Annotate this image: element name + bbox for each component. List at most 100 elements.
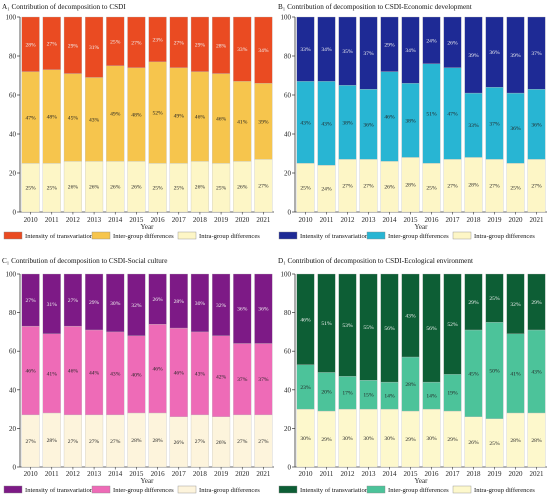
data-label: 30%	[110, 301, 121, 307]
data-label: 47%	[447, 112, 458, 118]
data-label: 27%	[174, 40, 185, 46]
legend-swatch	[91, 231, 111, 240]
bar-transvariation-2015	[127, 16, 146, 68]
data-label: 26%	[216, 440, 227, 446]
y-tick-label: 20	[9, 170, 17, 178]
data-label: 35%	[342, 49, 353, 55]
bar-transvariation-2017	[443, 16, 462, 68]
y-tick-label: 80	[9, 53, 17, 61]
legend-swatch	[366, 485, 386, 494]
y-tick-label: 40	[284, 131, 292, 139]
x-tick-label: 2013	[362, 216, 377, 224]
data-label: 29%	[321, 437, 332, 443]
data-label: 27%	[47, 41, 58, 47]
x-tick-label: 2012	[341, 216, 356, 224]
data-label: 20%	[321, 390, 332, 396]
data-label: 26%	[110, 185, 121, 191]
data-label: 28%	[468, 183, 479, 189]
data-label: 23%	[300, 385, 311, 391]
x-tick-label: 2011	[45, 216, 59, 224]
legend-label: Intensity of transvariation	[300, 487, 369, 494]
x-tick-label: 2020	[235, 470, 250, 478]
data-label: 26%	[152, 297, 163, 303]
data-label: 31%	[89, 45, 100, 51]
x-tick-label: 2020	[509, 216, 524, 224]
x-tick-label: 2011	[320, 470, 334, 478]
x-tick-label: 2010	[24, 470, 39, 478]
data-label: 49%	[110, 112, 121, 118]
data-label: 46%	[300, 317, 311, 323]
chart-title: B₁ Contribution of decomposition to CSDI…	[278, 3, 472, 11]
data-label: 46%	[152, 367, 163, 373]
data-label: 25%	[25, 186, 36, 192]
data-label: 26%	[237, 185, 248, 191]
data-label: 14%	[426, 394, 437, 400]
data-label: 48%	[131, 113, 142, 119]
x-tick-label: 2019	[214, 470, 229, 478]
data-label: 28%	[510, 438, 521, 444]
bar-transvariation-2021	[527, 16, 546, 90]
x-tick-label: 2017	[172, 470, 187, 478]
data-label: 51%	[426, 112, 437, 118]
x-tick-label: 2014	[383, 216, 398, 224]
y-tick-label: 100	[6, 271, 17, 279]
x-tick-label: 2019	[488, 216, 503, 224]
data-label: 29%	[195, 42, 206, 48]
data-label: 23%	[152, 37, 163, 43]
data-label: 40%	[131, 372, 142, 378]
bar-transvariation-2018	[464, 273, 483, 331]
data-label: 48%	[47, 114, 58, 120]
x-tick-label: 2013	[87, 470, 102, 478]
legend-label: Intensity of transvariation	[25, 233, 94, 240]
data-label: 32%	[216, 303, 227, 309]
y-tick-label: 20	[284, 170, 292, 178]
data-label: 43%	[405, 313, 416, 319]
x-tick-label: 2016	[425, 470, 440, 478]
data-label: 55%	[363, 325, 374, 331]
data-label: 30%	[426, 436, 437, 442]
data-label: 39%	[468, 53, 479, 59]
bar-transvariation-2011	[317, 16, 336, 82]
data-label: 46%	[174, 370, 185, 376]
bar-transvariation-2019	[485, 273, 504, 323]
bar-transvariation-2015	[401, 273, 420, 358]
data-label: 29%	[531, 300, 542, 306]
data-label: 26%	[174, 440, 185, 446]
data-label: 37%	[237, 377, 248, 383]
data-label: 43%	[321, 121, 332, 127]
data-label: 29%	[68, 43, 79, 49]
legend-swatch	[452, 231, 472, 240]
y-tick-label: 20	[284, 425, 292, 433]
y-tick-label: 80	[284, 309, 292, 317]
data-label: 26%	[447, 40, 458, 46]
data-label: 27%	[25, 298, 36, 304]
bar-transvariation-2019	[485, 16, 504, 88]
data-label: 28%	[47, 438, 58, 444]
bar-transvariation-2016	[422, 273, 441, 383]
bar-transvariation-2021	[254, 16, 273, 84]
data-label: 51%	[321, 321, 332, 327]
x-tick-label: 2013	[87, 216, 102, 224]
x-axis-label: Year	[415, 477, 429, 485]
bar-transvariation-2019	[212, 16, 231, 74]
data-label: 39%	[510, 53, 521, 59]
data-label: 36%	[363, 122, 374, 128]
data-label: 27%	[258, 184, 269, 190]
chart-title: C₁ Contribution of decomposition to CSDI…	[2, 257, 167, 265]
data-label: 28%	[25, 42, 36, 48]
bar-transvariation-2021	[254, 273, 273, 344]
data-label: 37%	[258, 377, 269, 383]
x-tick-label: 2012	[66, 216, 81, 224]
bar-transvariation-2014	[106, 273, 125, 333]
y-tick-label: 0	[288, 464, 292, 472]
data-label: 32%	[131, 303, 142, 309]
x-tick-label: 2021	[530, 470, 545, 478]
data-label: 27%	[447, 184, 458, 190]
data-label: 33%	[468, 123, 479, 129]
y-tick-label: 100	[281, 14, 292, 22]
data-label: 45%	[68, 115, 79, 121]
data-label: 27%	[342, 184, 353, 190]
bar-transvariation-2016	[148, 16, 167, 62]
data-label: 42%	[216, 374, 227, 380]
data-label: 56%	[426, 326, 437, 332]
